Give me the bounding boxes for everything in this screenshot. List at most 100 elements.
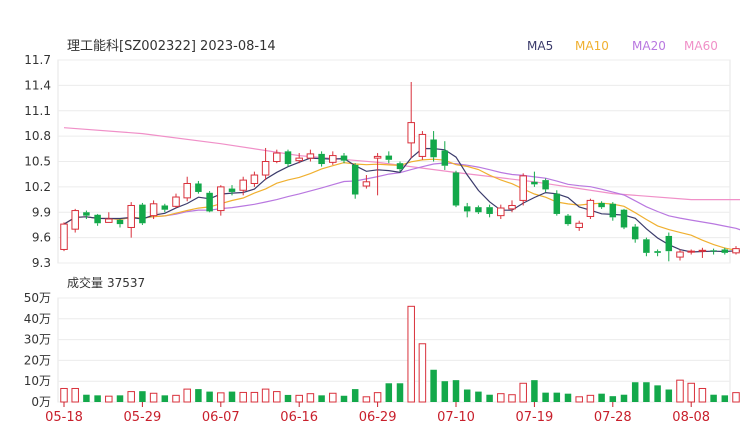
volume-axis: 50万 40万 30万 20万 10万 0万 [24,291,51,409]
ma60-line [63,127,740,201]
volume-bar [598,393,605,402]
volume-bar [418,343,427,403]
price-tick-label: 10.2 [24,180,51,194]
candle [261,147,270,181]
price-axis: 11.7 11.4 11.1 10.8 10.5 10.2 9.9 9.6 9.3 [24,53,51,270]
x-tick-label: 06-29 [359,410,397,425]
candle-body [620,209,628,228]
candle-body [139,204,146,224]
volume-bar [687,382,695,403]
candle-body [127,204,135,228]
candle [172,193,180,209]
candle [418,131,427,160]
x-tick-label: 05-18 [45,410,83,425]
chart-title: 理工能科[SZ002322] 2023-08-14 [67,39,276,54]
candle [329,151,337,165]
candle-body [475,207,482,213]
volume-bar [273,391,281,403]
candle-body [631,226,639,240]
candle [463,202,471,218]
candle-body [351,164,359,195]
volume-bar [497,393,505,403]
volume-bar [284,394,292,402]
legend-item-ma5: MA5 [527,39,553,53]
candle-body [318,153,325,165]
volume-bar [340,395,348,402]
volume-bar [127,391,135,403]
volume-bars [60,305,740,403]
candle [239,176,247,196]
candle-body [94,214,101,224]
volume-bar [149,392,158,403]
candle [654,249,661,257]
volume-panel-frame [57,297,731,403]
volume-bar [710,394,717,402]
volume-tick-label: 30万 [24,333,51,347]
legend-item-ma10: MA10 [575,39,609,53]
candle-body [441,150,449,166]
candle [609,202,617,221]
volume-bar [250,391,259,403]
candle [486,204,493,218]
volume-bar [306,393,315,403]
candle [643,237,650,257]
volume-tick-label: 50万 [24,291,51,305]
candle [183,176,191,202]
candle [620,208,628,230]
candle-body [732,248,740,254]
volume-bar [195,389,202,402]
volume-bar [396,383,404,402]
price-tick-label: 11.7 [24,53,51,67]
candle [284,149,292,167]
candle-body [598,202,605,208]
candle-body [643,239,650,253]
volume-bar [721,395,729,402]
candle [295,153,303,164]
candle [105,212,113,223]
candle-body [217,186,225,212]
volume-bar [698,387,707,403]
candle-body [396,163,404,170]
candle-body [553,193,561,214]
candle [430,131,437,162]
price-tick-label: 10.5 [24,155,51,169]
candle-body [531,181,538,185]
volume-tick-label: 40万 [24,312,51,326]
volume-bar [351,389,359,402]
candle-body [206,192,213,212]
candlesticks [60,81,740,262]
volume-bar [407,305,415,403]
x-tick-label: 08-08 [672,410,710,425]
candle-body [149,203,158,217]
candle-body [340,155,348,161]
volume-bar [161,395,169,402]
candle-body [306,153,315,159]
legend-item-ma60: MA60 [684,39,718,53]
moving-average-lines [63,127,740,253]
candle [206,191,213,213]
price-tick-label: 9.3 [32,256,51,270]
volume-bar [654,385,661,402]
candle [687,249,695,255]
candle [83,210,90,220]
candle-body [284,151,292,165]
volume-bar [732,392,740,403]
candle [721,247,729,255]
candle-body [452,172,460,206]
volume-bar [643,382,650,402]
candle [161,203,169,213]
candle [127,202,135,238]
candle-body [698,249,707,252]
candle [441,141,449,170]
price-grid [58,59,730,264]
volume-bar [553,392,561,402]
volume-bar [261,388,270,403]
candle-body [239,179,247,191]
volume-bar [609,396,617,402]
volume-bar [329,392,337,403]
candle [710,248,717,255]
candle [94,213,101,226]
candle-body [273,152,281,163]
x-tick-label: 06-07 [202,410,240,425]
candle [139,202,146,225]
